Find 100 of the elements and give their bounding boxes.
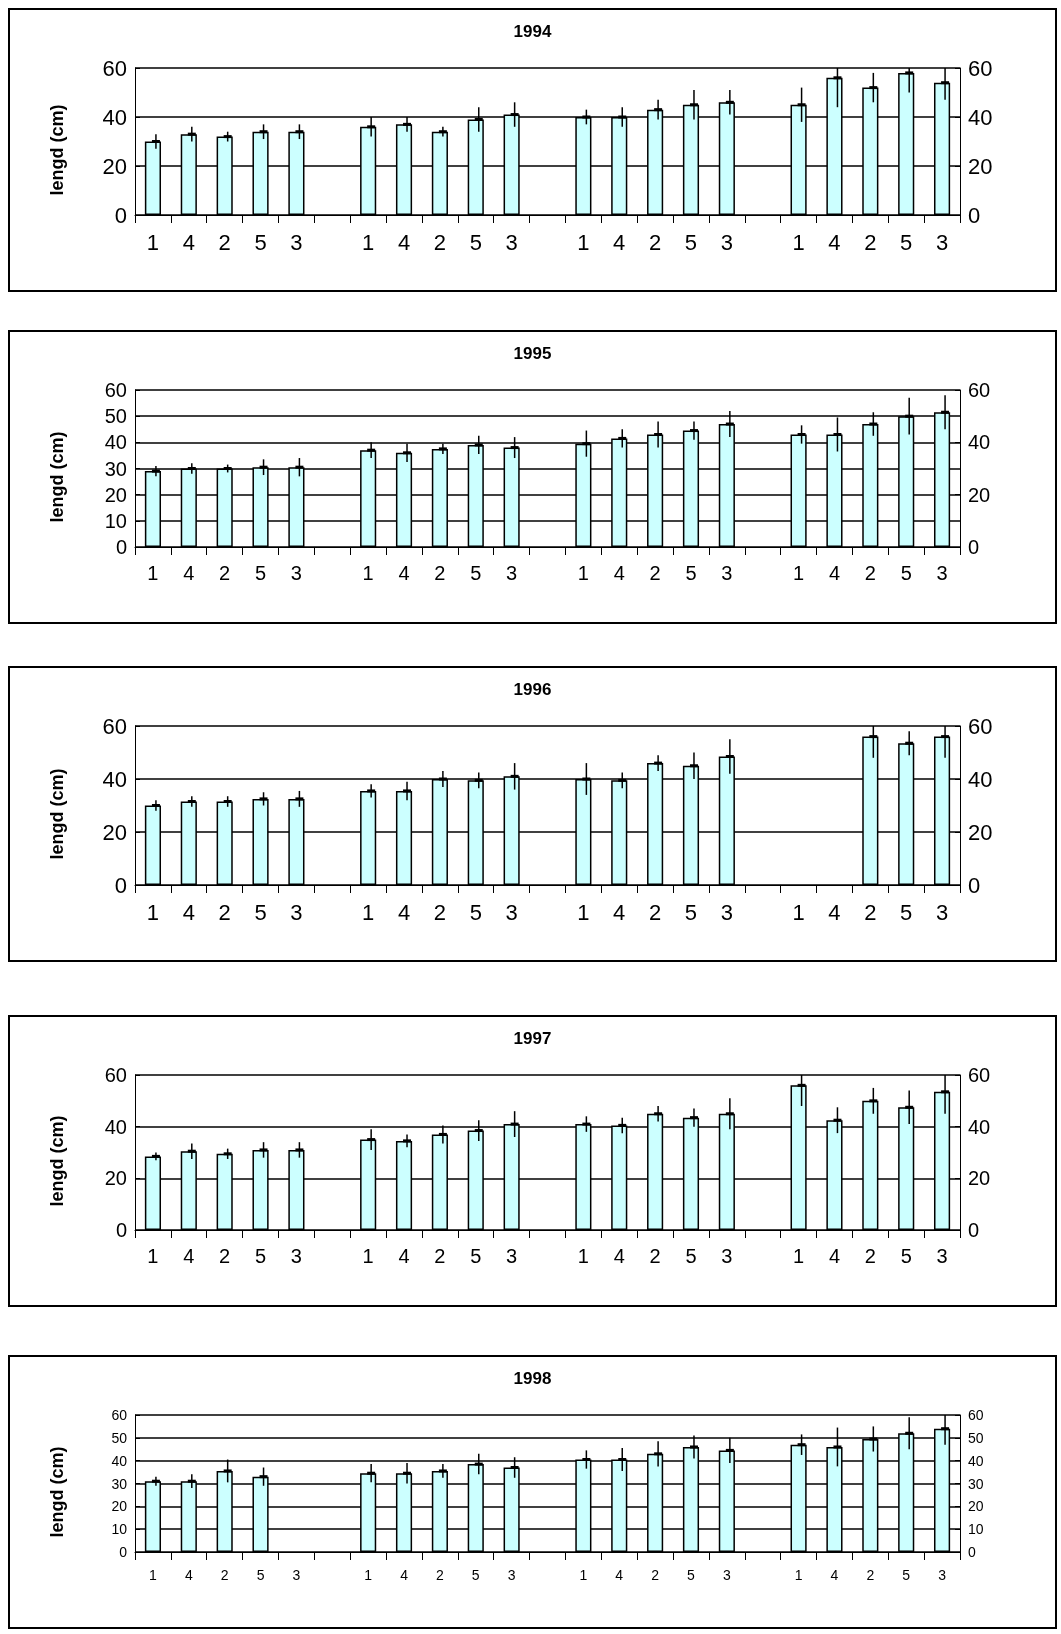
x-tick-label: 1 [362, 562, 374, 584]
x-tick-label: 5 [254, 899, 267, 925]
y-axis-title: lengd (cm) [47, 1115, 67, 1207]
x-tick-label: 3 [935, 229, 949, 255]
chart-title: 1995 [513, 344, 552, 363]
x-tick-label: 3 [936, 562, 948, 584]
y-axis-title: lengd (cm) [47, 431, 67, 523]
x-tick-label: 3 [290, 229, 303, 255]
x-tick-label: 5 [900, 1245, 912, 1267]
x-tick-label: 2 [220, 1567, 229, 1583]
x-tick-label: 5 [685, 562, 697, 584]
y-tick-label: 60 [111, 1407, 128, 1423]
x-tick-label: 5 [900, 562, 912, 584]
x-tick-label: 5 [470, 1245, 482, 1267]
y2-tick-label: 20 [968, 1498, 984, 1515]
x-tick-label: 3 [505, 899, 518, 925]
y2-tick-label: 40 [968, 104, 993, 130]
x-tick-label: 2 [219, 1245, 231, 1267]
y2-tick-label: 0 [968, 202, 981, 228]
x-tick-label: 3 [722, 1567, 731, 1583]
y-tick-label: 20 [104, 1167, 127, 1190]
y2-tick-label: 60 [968, 1064, 991, 1086]
y2-tick-label: 40 [968, 1452, 984, 1469]
y2-tick-label: 40 [968, 1115, 991, 1138]
y-tick-label: 20 [111, 1498, 128, 1515]
y-tick-label: 40 [104, 431, 127, 454]
y-axis-title: lengd (cm) [47, 1446, 67, 1538]
x-tick-label: 1 [579, 1567, 588, 1583]
x-tick-label: 4 [398, 562, 410, 584]
y-tick-label: 30 [111, 1475, 128, 1492]
x-tick-label: 1 [146, 229, 160, 255]
x-tick-label: 4 [183, 1245, 195, 1267]
x-tick-label: 2 [648, 899, 662, 925]
y-tick-label: 50 [104, 405, 127, 428]
x-tick-label: 3 [935, 899, 949, 925]
x-tick-label: 3 [507, 1567, 516, 1583]
x-tick-label: 4 [183, 562, 195, 584]
chart-title: 1996 [513, 680, 552, 699]
x-tick-label: 1 [147, 1245, 159, 1267]
y2-tick-label: 50 [968, 1429, 984, 1446]
x-tick-label: 5 [254, 1245, 267, 1267]
y-tick-label: 0 [114, 202, 127, 228]
x-tick-label: 4 [613, 562, 625, 584]
y-tick-label: 30 [104, 457, 127, 480]
y2-tick-label: 60 [968, 379, 991, 401]
x-tick-label: 5 [685, 1245, 697, 1267]
y2-tick-label: 60 [968, 55, 993, 81]
y2-tick-label: 0 [968, 1544, 976, 1560]
y2-tick-label: 0 [968, 1219, 980, 1241]
y-tick-label: 50 [111, 1429, 128, 1446]
y-tick-label: 0 [115, 536, 127, 558]
y2-tick-label: 30 [968, 1475, 984, 1492]
x-tick-label: 4 [397, 229, 411, 255]
x-tick-label: 4 [828, 229, 841, 255]
x-tick-label: 4 [613, 229, 626, 255]
x-tick-label: 2 [866, 1567, 875, 1583]
x-tick-label: 5 [256, 1567, 265, 1583]
y-tick-label: 40 [102, 766, 127, 792]
y2-tick-label: 40 [968, 766, 993, 792]
x-tick-label: 5 [687, 1567, 696, 1583]
x-tick-label: 3 [506, 1245, 518, 1267]
x-tick-label: 2 [864, 229, 877, 255]
y-tick-label: 0 [114, 872, 127, 898]
x-tick-label: 2 [434, 1245, 446, 1267]
y-axis-title: lengd (cm) [47, 768, 67, 860]
y-tick-label: 0 [119, 1544, 128, 1560]
y-tick-label: 20 [102, 819, 127, 845]
x-tick-label: 1 [793, 562, 805, 584]
y-tick-label: 40 [111, 1452, 128, 1469]
x-tick-label: 3 [290, 899, 303, 925]
y-tick-label: 40 [102, 104, 127, 130]
x-tick-label: 5 [254, 229, 267, 255]
x-tick-label: 1 [577, 562, 589, 584]
x-tick-label: 4 [182, 899, 195, 925]
x-tick-label: 1 [577, 899, 590, 925]
y2-tick-label: 0 [968, 872, 981, 898]
x-tick-label: 4 [830, 1567, 839, 1583]
x-tick-label: 1 [792, 229, 805, 255]
x-tick-label: 1 [149, 1567, 158, 1583]
x-tick-label: 2 [649, 1245, 661, 1267]
x-tick-label: 1 [577, 1245, 589, 1267]
x-tick-label: 3 [720, 899, 733, 925]
x-tick-label: 2 [651, 1567, 660, 1583]
x-tick-label: 4 [613, 899, 626, 925]
y-tick-label: 0 [115, 1219, 127, 1241]
x-tick-label: 3 [938, 1567, 947, 1583]
x-tick-label: 1 [364, 1567, 373, 1583]
y-axis-title: lengd (cm) [47, 104, 67, 196]
x-tick-label: 4 [615, 1567, 624, 1583]
x-tick-label: 3 [505, 229, 518, 255]
x-tick-label: 2 [864, 1245, 876, 1267]
x-tick-label: 3 [290, 562, 302, 584]
x-tick-label: 5 [900, 229, 913, 255]
chart-title: 1997 [513, 1029, 552, 1048]
x-tick-label: 5 [684, 899, 698, 925]
x-tick-label: 3 [506, 562, 518, 584]
y-tick-label: 60 [102, 55, 127, 81]
x-tick-label: 4 [828, 899, 841, 925]
chart-title: 1998 [513, 1369, 552, 1388]
x-tick-label: 1 [362, 229, 375, 255]
